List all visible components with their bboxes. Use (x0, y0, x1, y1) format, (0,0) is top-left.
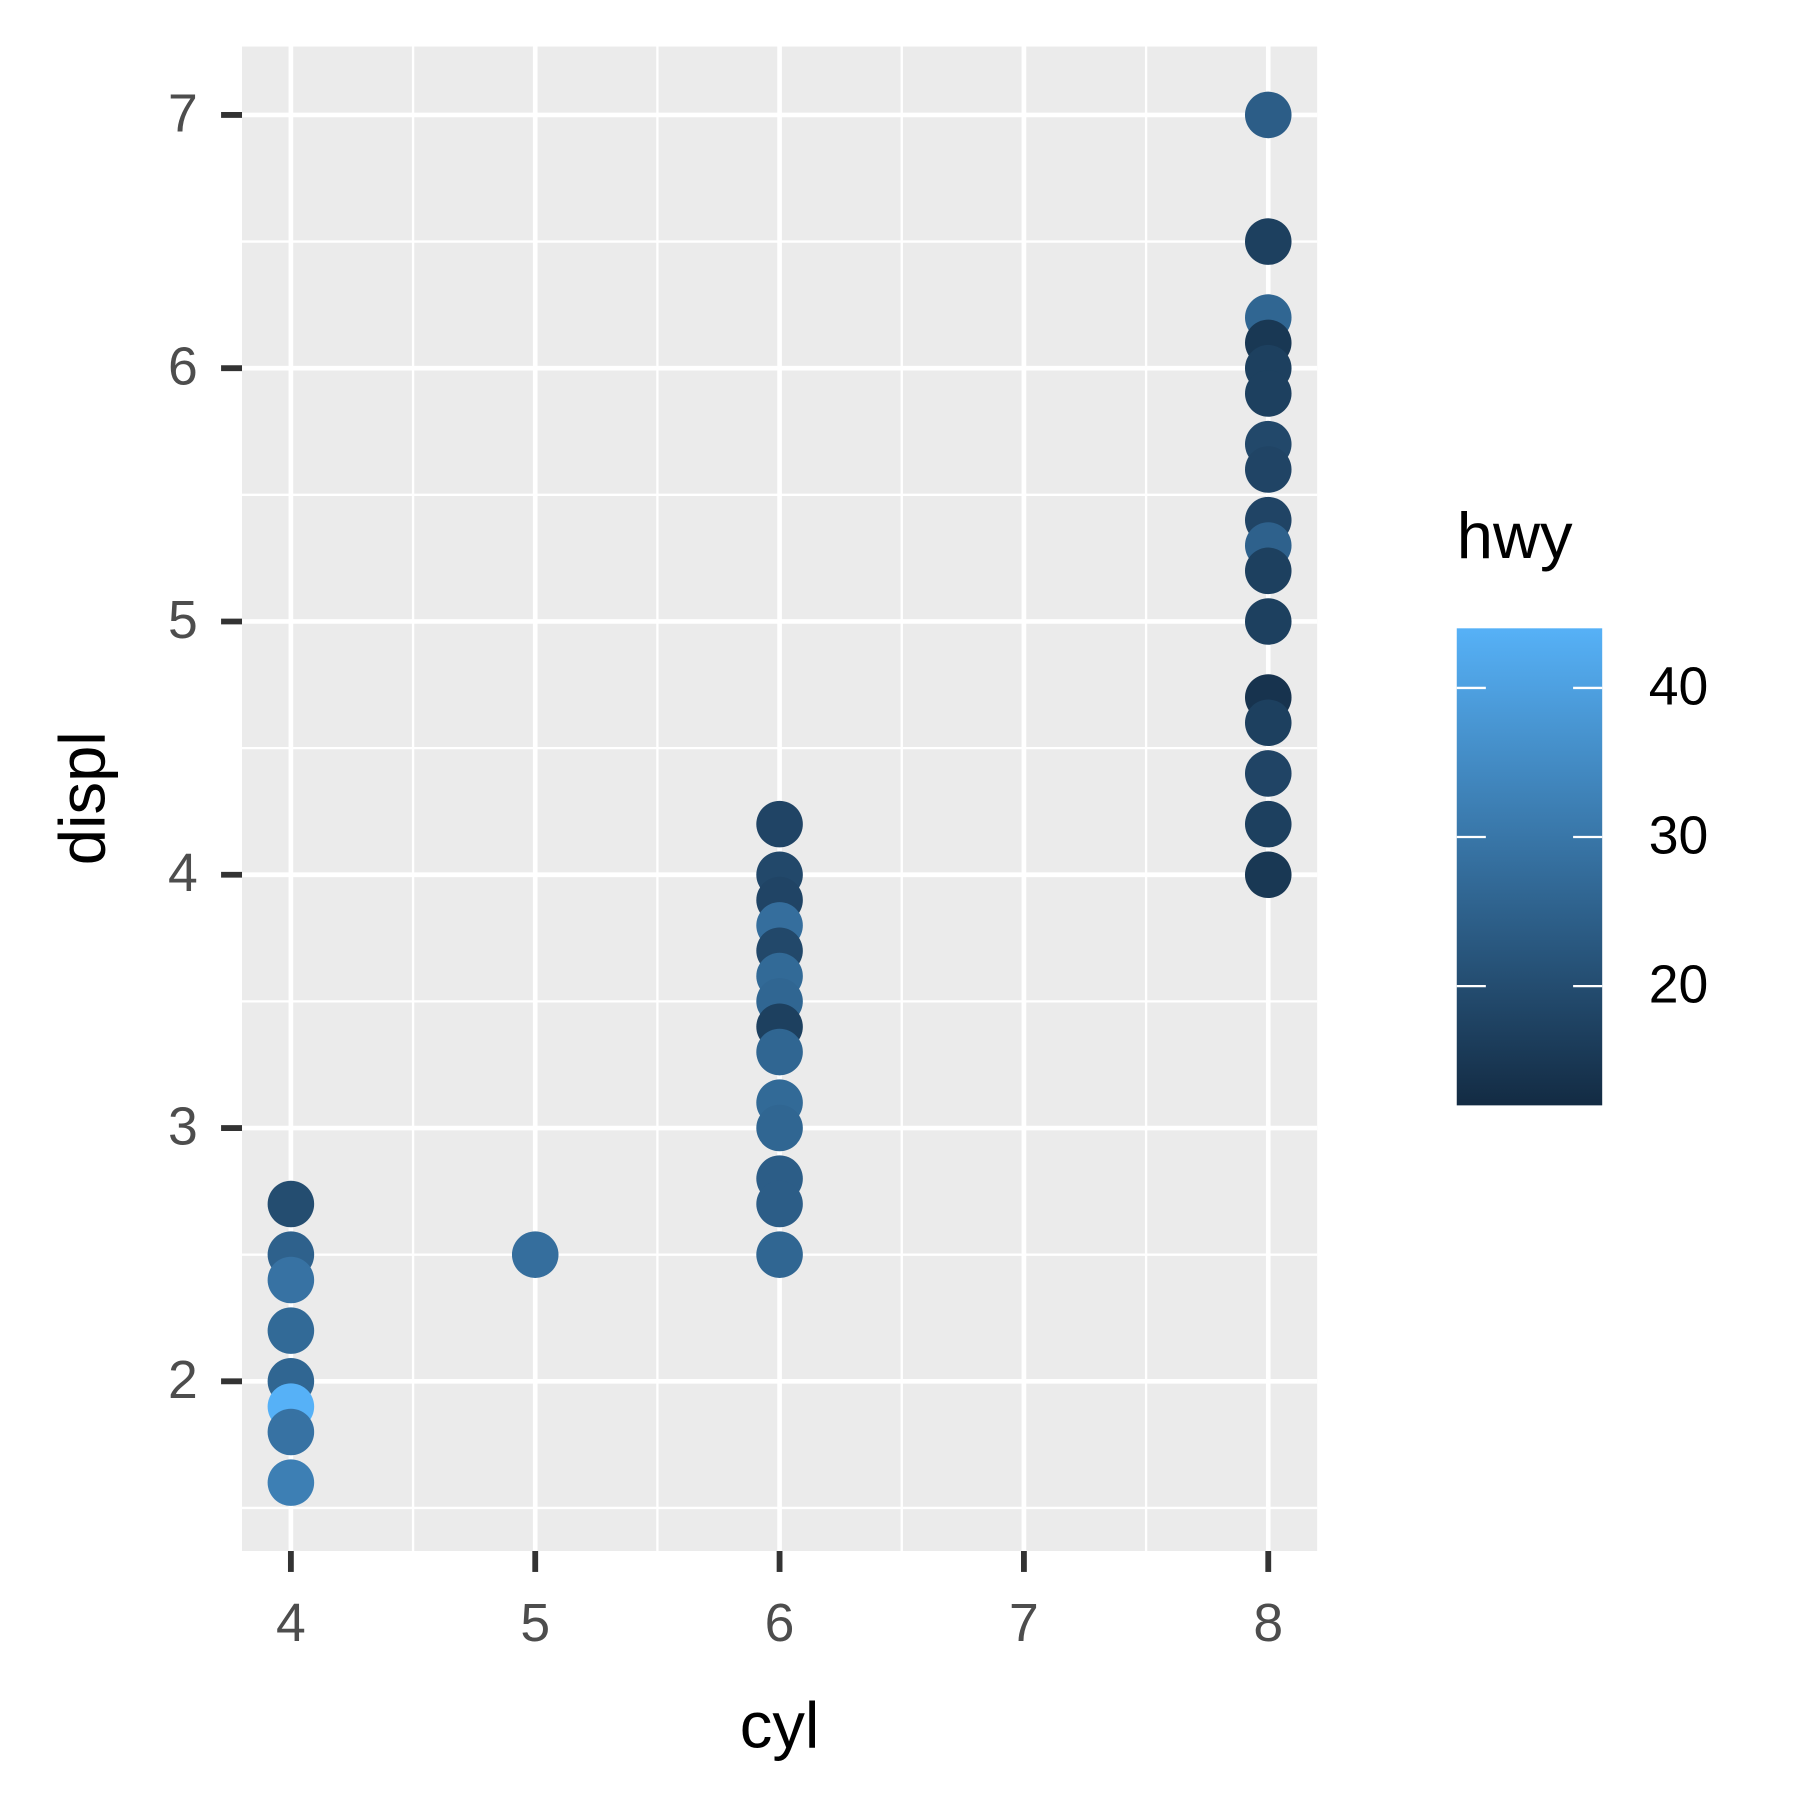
y-tick-label: 5 (168, 591, 198, 650)
point (1244, 446, 1292, 493)
point (756, 1104, 803, 1152)
y-axis-title: displ (45, 731, 118, 865)
x-tick-label: 7 (1009, 1594, 1039, 1653)
point (267, 1459, 315, 1506)
x-axis-title: cyl (740, 1688, 820, 1761)
legend-label: 30 (1649, 806, 1709, 865)
point (1244, 699, 1292, 747)
point (267, 1408, 315, 1456)
point (267, 1256, 315, 1304)
x-tick-label: 4 (276, 1594, 306, 1653)
legend-label: 20 (1649, 956, 1709, 1015)
legend-label: 40 (1649, 657, 1709, 716)
point (1244, 851, 1292, 899)
point (756, 1180, 803, 1228)
x-tick-label: 5 (520, 1594, 550, 1653)
point (267, 1307, 315, 1354)
y-tick-label: 4 (168, 844, 198, 903)
y-tick-label: 7 (168, 84, 198, 143)
y-tick-label: 2 (168, 1351, 198, 1410)
legend-title: hwy (1457, 499, 1573, 572)
point (1244, 750, 1292, 797)
point (1244, 598, 1292, 645)
x-tick-label: 6 (765, 1594, 795, 1653)
point (1244, 800, 1292, 848)
point (756, 1028, 803, 1076)
y-tick-label: 3 (168, 1097, 198, 1156)
point (1244, 547, 1292, 595)
point (1244, 370, 1292, 417)
x-tick-label: 8 (1253, 1594, 1283, 1653)
point (1244, 218, 1292, 265)
point (267, 1180, 315, 1228)
point (756, 800, 803, 848)
colorbar (1456, 628, 1603, 1106)
point (1244, 91, 1292, 139)
point (756, 1231, 803, 1278)
y-tick-label: 6 (168, 338, 198, 397)
point (511, 1231, 559, 1278)
